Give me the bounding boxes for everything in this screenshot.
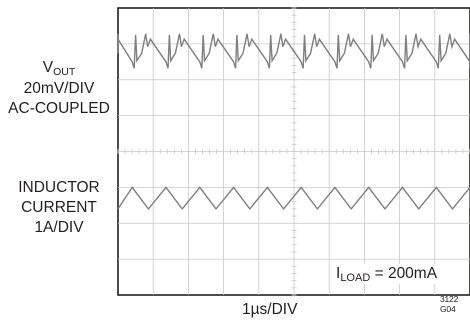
il-name-line2: CURRENT bbox=[21, 199, 97, 216]
il-name-line1: INDUCTOR bbox=[18, 179, 100, 196]
iload-main: I bbox=[336, 265, 341, 282]
vout-coupling: AC-COUPLED bbox=[8, 100, 110, 117]
vout-channel-label: VOUT 20mV/DIV AC-COUPLED bbox=[0, 58, 118, 119]
load-condition-label: ILOAD = 200mA bbox=[332, 264, 442, 284]
vout-scale: 20mV/DIV bbox=[23, 80, 95, 97]
inductor-current-trace bbox=[117, 186, 470, 211]
iload-value: = 200mA bbox=[370, 265, 438, 282]
iload-subscript: LOAD bbox=[340, 272, 371, 284]
figure-id: 3122 G04 bbox=[440, 294, 459, 314]
vout-trace bbox=[117, 33, 470, 69]
il-scale: 1A/DIV bbox=[34, 219, 84, 236]
vout-name-subscript: OUT bbox=[53, 66, 76, 78]
inductor-current-channel-label: INDUCTOR CURRENT 1A/DIV bbox=[0, 178, 118, 238]
x-axis-label: 1µs/DIV bbox=[242, 301, 298, 318]
vout-name: V bbox=[42, 59, 54, 76]
